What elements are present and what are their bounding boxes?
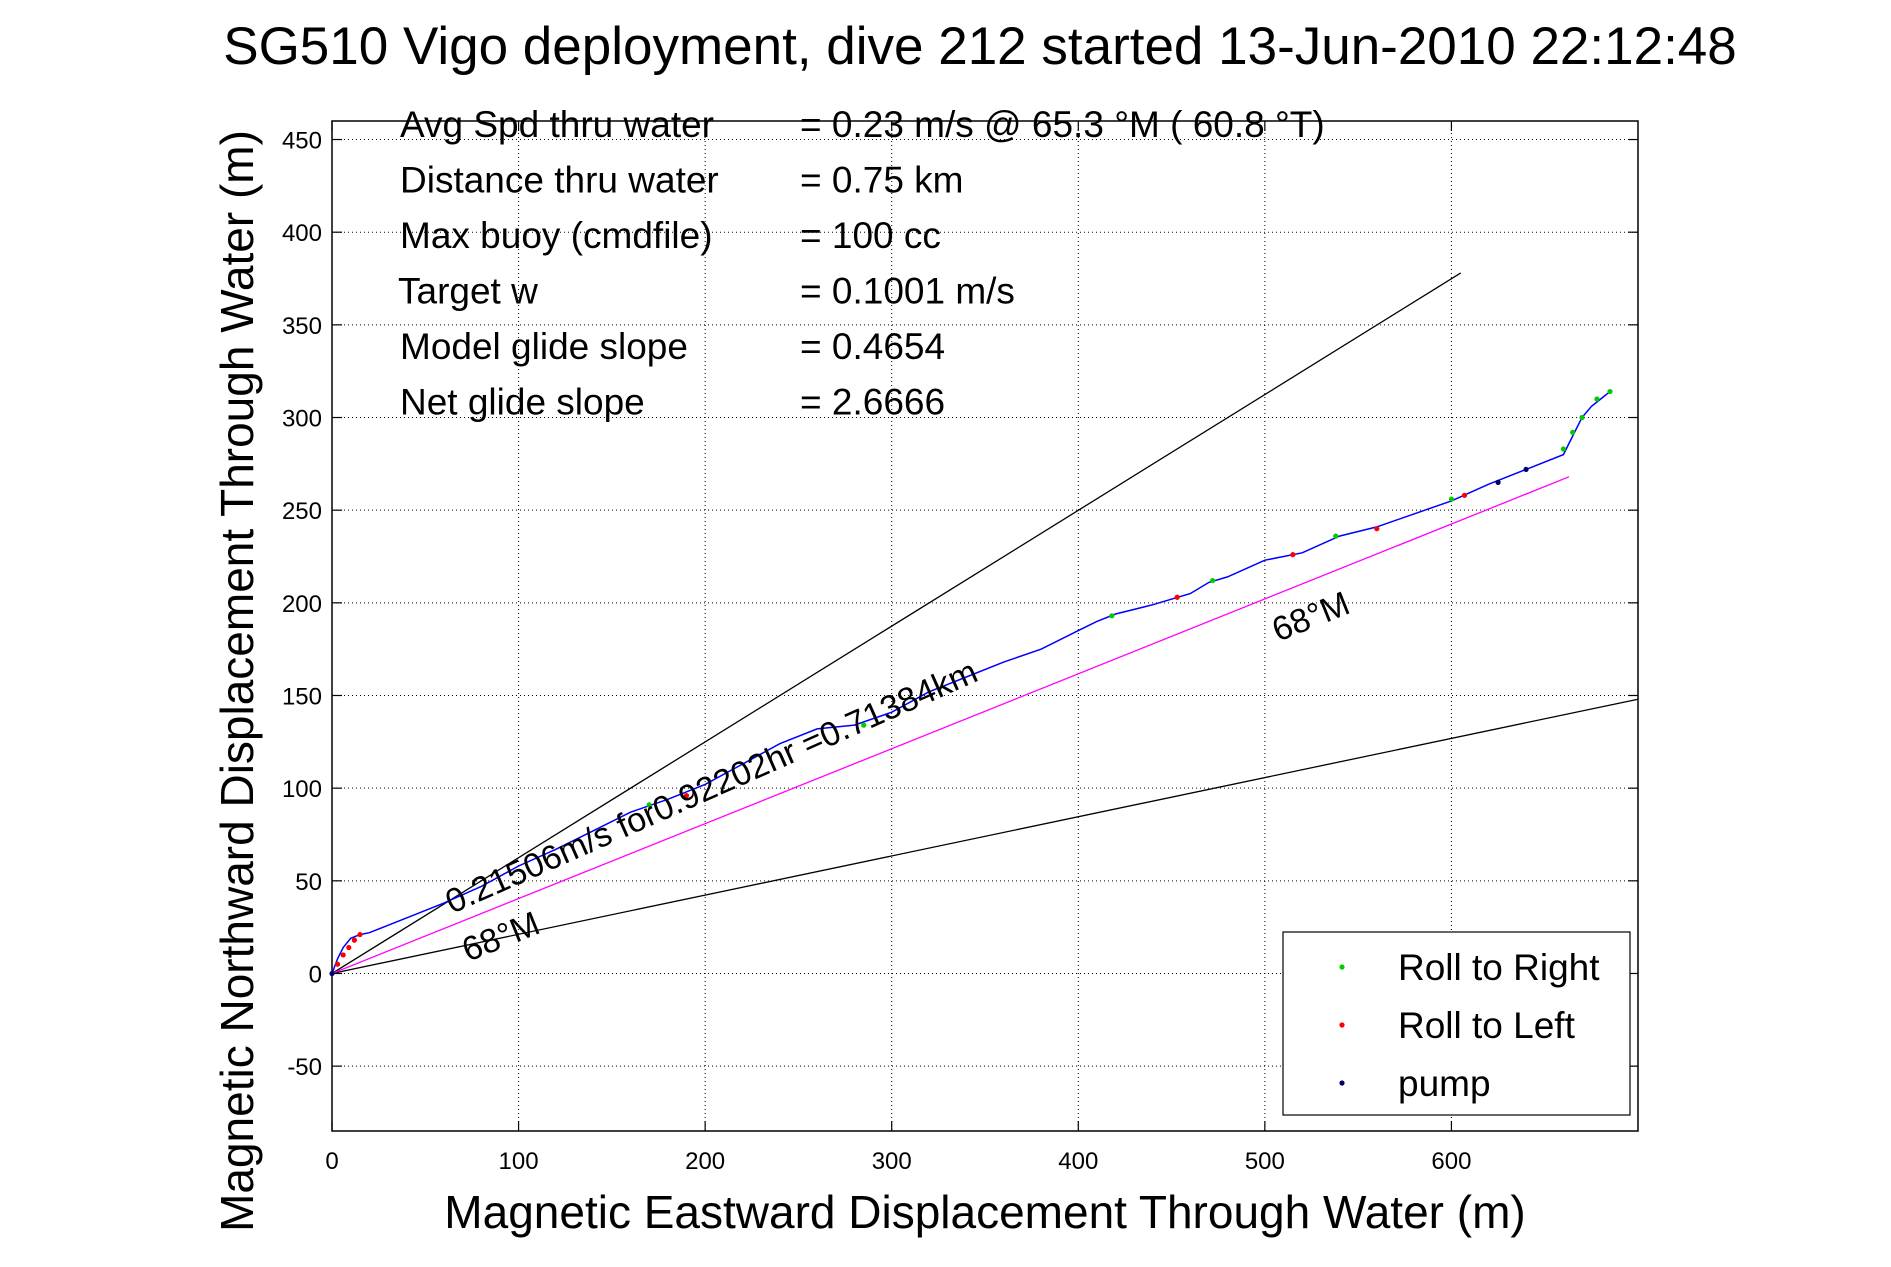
stat-label: Avg Spd thru water [400, 104, 714, 145]
legend-label: Roll to Left [1398, 1005, 1576, 1046]
x-axis-label: Magnetic Eastward Displacement Through W… [444, 1186, 1525, 1238]
stat-value: = 100 cc [800, 215, 941, 256]
marker-roll-to-right [861, 722, 867, 728]
reference-lines [331, 272, 1639, 975]
reference-line-lower-bound [331, 698, 1639, 975]
reference-line-net-course [331, 476, 1570, 975]
chart-title: SG510 Vigo deployment, dive 212 started … [223, 17, 1737, 76]
marker-roll-to-right [646, 802, 652, 808]
glider-track-line [331, 391, 1611, 974]
marker-roll-to-left [1461, 492, 1468, 498]
marker-roll-to-left [1290, 552, 1296, 558]
y-tick-label: 300 [282, 406, 322, 433]
y-tick-label: 200 [282, 591, 322, 618]
stat-label: Target w [398, 271, 538, 312]
x-tick-label: 200 [685, 1148, 725, 1175]
marker-roll-to-right [1579, 414, 1585, 421]
track-markers [329, 388, 1613, 977]
stat-value: = 0.1001 m/s [800, 271, 1015, 312]
x-tick-label: 100 [499, 1148, 539, 1175]
marker-roll-to-left [351, 937, 357, 943]
x-axis-ticks: 0 100 200 300 400 500 600 [325, 121, 1471, 1175]
marker-pump [1523, 466, 1529, 473]
y-tick-label: 450 [282, 128, 322, 155]
legend-label: pump [1398, 1063, 1491, 1104]
y-tick-label: 0 [309, 961, 322, 988]
marker-roll-to-left [683, 792, 690, 799]
stat-label: Model glide slope [400, 326, 688, 367]
stat-label: Net glide slope [400, 382, 645, 423]
legend: Roll to Right Roll to Left pump [1282, 931, 1631, 1116]
reference-line-upper-bound [331, 272, 1462, 975]
marker-roll-to-left [1374, 526, 1380, 532]
y-tick-label: 150 [282, 683, 322, 710]
marker-roll-to-left [346, 944, 352, 951]
stat-value: = 0.75 km [800, 160, 964, 201]
marker-roll-to-right [1448, 496, 1455, 502]
dive-statistics: Avg Spd thru water = 0.23 m/s @ 65.3 °M (… [398, 104, 1325, 423]
y-tick-label: 50 [295, 869, 322, 896]
marker-roll-to-right [1607, 388, 1613, 395]
marker-roll-to-right [1210, 577, 1216, 584]
marker-roll-to-right [1560, 446, 1566, 452]
marker-roll-to-left [1174, 594, 1180, 600]
marker-roll-to-left [334, 961, 341, 967]
y-axis-ticks: -50 0 50 100 150 200 250 300 350 400 450 [282, 128, 1638, 1081]
marker-roll-to-left [340, 952, 346, 958]
y-tick-label: -50 [287, 1054, 322, 1081]
marker-roll-to-left [357, 931, 363, 938]
legend-marker [1339, 1022, 1345, 1028]
marker-roll-to-right [1333, 533, 1339, 539]
x-tick-label: 300 [872, 1148, 912, 1175]
legend-label: Roll to Right [1398, 947, 1600, 988]
x-tick-label: 500 [1245, 1148, 1285, 1175]
legend-marker [1339, 964, 1345, 970]
marker-roll-to-right [1594, 396, 1600, 402]
y-tick-label: 400 [282, 220, 322, 247]
marker-pump [1495, 479, 1501, 485]
x-tick-label: 600 [1431, 1148, 1471, 1175]
stat-value: = 0.23 m/s @ 65.3 °M ( 60.8 °T) [800, 104, 1325, 145]
x-tick-label: 400 [1058, 1148, 1098, 1175]
marker-pump [329, 970, 335, 977]
marker-roll-to-right [1570, 429, 1576, 435]
stat-value: = 2.6666 [800, 382, 945, 423]
stat-label: Max buoy (cmdfile) [400, 215, 713, 256]
stat-value: = 0.4654 [800, 326, 945, 367]
y-tick-label: 350 [282, 313, 322, 340]
marker-roll-to-right [1109, 613, 1115, 619]
stat-label: Distance thru water [400, 160, 719, 201]
y-tick-label: 100 [282, 776, 322, 803]
y-tick-label: 250 [282, 498, 322, 525]
legend-marker [1339, 1080, 1345, 1086]
x-tick-label: 0 [325, 1148, 338, 1175]
y-axis-label: Magnetic Northward Displacement Through … [211, 130, 263, 1232]
